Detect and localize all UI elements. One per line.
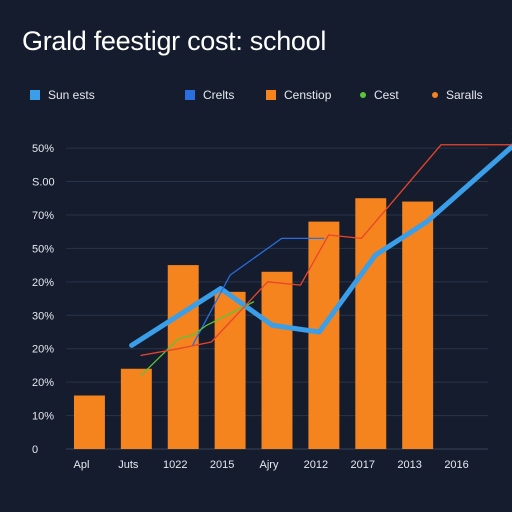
y-tick-label: 50% — [32, 243, 54, 255]
legend-item: Cest — [360, 88, 399, 102]
legend-swatch — [30, 90, 40, 100]
y-tick-label: 50% — [32, 143, 54, 155]
y-tick-label: 0 — [32, 444, 38, 456]
legend-swatch — [432, 92, 438, 98]
x-tick-label: 2015 — [210, 459, 234, 471]
x-tick-label: Ajry — [260, 459, 279, 471]
series-line — [140, 144, 512, 357]
bar — [73, 395, 105, 449]
x-tick-label: 2013 — [397, 459, 421, 471]
legend-label: Sun ests — [48, 88, 95, 102]
y-tick-label: S.00 — [32, 177, 55, 189]
bar — [402, 201, 434, 449]
legend-item: Censtiop — [266, 88, 331, 102]
legend-item: Saralls — [432, 88, 483, 102]
x-tick-label: Juts — [118, 459, 139, 471]
y-tick-label: 20% — [32, 344, 54, 356]
bar — [214, 291, 246, 449]
series-line — [191, 237, 325, 346]
bar — [261, 271, 293, 449]
legend-label: Censtiop — [284, 88, 332, 102]
legend-label: Crelts — [203, 88, 235, 102]
y-tick-label: 70% — [32, 210, 54, 222]
x-tick-label: 2016 — [444, 459, 468, 471]
bar — [308, 221, 340, 449]
y-tick-label: 20% — [32, 277, 54, 289]
x-tick-label: Apl — [73, 459, 89, 471]
y-tick-label: 20% — [32, 377, 54, 389]
x-tick-label: 1022 — [163, 459, 187, 471]
chart-title: Grald feestigr cost: school — [22, 26, 327, 56]
chart-legend: Sun ests Crelts Censtiop Cest Saralls — [30, 88, 490, 104]
legend-item: Crelts — [185, 88, 234, 102]
bar — [167, 265, 199, 449]
series-line — [129, 128, 512, 348]
legend-label: Saralls — [446, 88, 483, 102]
y-tick-label: 30% — [32, 310, 54, 322]
legend-label: Cest — [374, 88, 399, 102]
x-tick-label: 2017 — [351, 459, 375, 471]
legend-item: Sun ests — [30, 88, 95, 102]
legend-swatch — [185, 90, 195, 100]
bar — [355, 198, 387, 449]
legend-swatch — [360, 92, 366, 98]
y-tick-label: 10% — [32, 411, 54, 423]
bar — [120, 368, 152, 449]
x-tick-label: 2012 — [304, 459, 328, 471]
legend-swatch — [266, 90, 276, 100]
